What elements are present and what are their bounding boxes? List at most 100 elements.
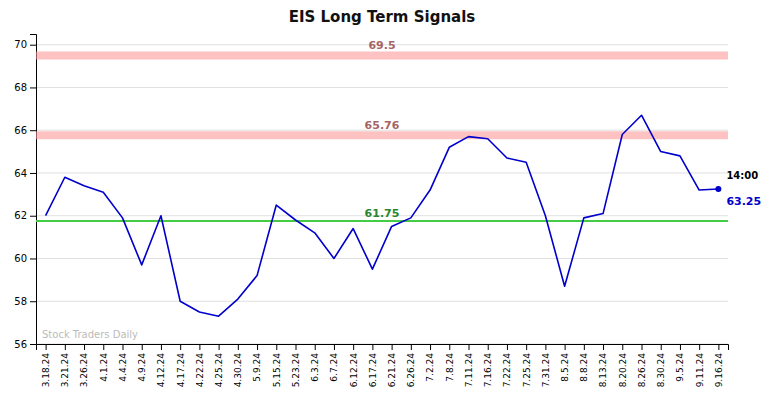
x-tick-mark — [296, 344, 297, 350]
x-tick: 4.22.24 — [195, 344, 205, 387]
y-tick-mark — [30, 344, 36, 345]
x-tick: 9.5.24 — [675, 344, 685, 382]
x-tick-label: 4.30.24 — [233, 353, 243, 388]
x-tick-mark — [199, 344, 200, 350]
chart: 56586062646668703.18.243.21.243.26.244.1… — [0, 0, 784, 398]
x-tick-label: 5.15.24 — [272, 353, 282, 388]
x-tick-label: 7.8.24 — [445, 353, 455, 382]
x-tick: 4.12.24 — [156, 344, 166, 387]
x-tick-label: 6.7.24 — [329, 353, 339, 382]
x-tick: 5.9.24 — [252, 344, 262, 382]
x-tick-mark — [526, 344, 527, 350]
x-tick-label: 9.5.24 — [675, 353, 685, 382]
plot: 56586062646668703.18.243.21.243.26.244.1… — [14, 35, 761, 388]
x-tick-label: 6.17.24 — [368, 353, 378, 388]
y-tick: 66 — [14, 125, 36, 136]
last-time-label: 14:00 — [726, 170, 758, 181]
x-tick: 8.30.24 — [656, 344, 666, 387]
x-tick-mark — [161, 344, 162, 350]
x-tick-mark — [46, 344, 47, 350]
x-tick: 4.17.24 — [176, 344, 186, 387]
x-tick-mark — [392, 344, 393, 350]
reference-line — [36, 220, 728, 222]
x-tick-label: 6.12.24 — [349, 353, 359, 388]
y-tick-mark — [30, 301, 36, 302]
x-tick-label: 4.25.24 — [214, 353, 224, 388]
x-tick-mark — [142, 344, 143, 350]
x-tick: 6.3.24 — [310, 344, 320, 382]
x-tick: 7.31.24 — [541, 344, 551, 387]
x-tick-mark — [315, 344, 316, 350]
y-tick-label: 64 — [14, 168, 27, 179]
reference-label: 69.5 — [368, 39, 395, 52]
x-tick-mark — [488, 344, 489, 350]
x-tick-label: 9.16.24 — [714, 353, 724, 388]
x-tick-label: 4.17.24 — [176, 353, 186, 388]
y-axis-line — [30, 35, 37, 345]
y-tick: 70 — [14, 39, 36, 50]
x-tick-mark — [180, 344, 181, 350]
price-line — [46, 115, 719, 316]
x-tick-label: 7.16.24 — [483, 353, 493, 388]
x-tick-label: 7.22.24 — [502, 353, 512, 388]
x-tick-mark — [603, 344, 604, 350]
x-tick-mark — [276, 344, 277, 350]
grid-line — [36, 301, 728, 302]
x-tick: 3.18.24 — [41, 344, 51, 387]
x-tick: 5.23.24 — [291, 344, 301, 387]
x-tick: 7.8.24 — [445, 344, 455, 382]
x-tick-mark — [622, 344, 623, 350]
y-tick: 62 — [14, 210, 36, 221]
x-tick: 7.16.24 — [483, 344, 493, 387]
x-tick-mark — [238, 344, 239, 350]
x-tick: 7.22.24 — [502, 344, 512, 387]
x-tick: 6.12.24 — [349, 344, 359, 387]
x-tick: 6.17.24 — [368, 344, 378, 387]
x-tick: 4.9.24 — [137, 344, 147, 382]
x-tick-label: 6.26.24 — [406, 353, 416, 388]
x-tick-label: 5.9.24 — [252, 353, 262, 382]
x-tick-label: 3.21.24 — [60, 353, 70, 388]
reference-label: 65.76 — [365, 119, 400, 132]
x-tick-label: 6.3.24 — [310, 353, 320, 382]
x-tick-label: 9.11.24 — [695, 353, 705, 388]
x-tick-mark — [103, 344, 104, 350]
x-tick-label: 6.21.24 — [387, 353, 397, 388]
x-tick-label: 8.30.24 — [656, 353, 666, 388]
x-tick-label: 3.18.24 — [41, 353, 51, 388]
y-tick-mark — [30, 216, 36, 217]
x-tick-mark — [372, 344, 373, 350]
x-tick-label: 4.22.24 — [195, 353, 205, 388]
x-tick-label: 4.9.24 — [137, 353, 147, 382]
x-tick-mark — [84, 344, 85, 350]
x-tick-label: 5.23.24 — [291, 353, 301, 388]
x-tick-mark — [507, 344, 508, 350]
x-tick: 8.8.24 — [579, 344, 589, 382]
y-tick: 58 — [14, 296, 36, 307]
x-tick-label: 8.26.24 — [637, 353, 647, 388]
x-tick-mark — [449, 344, 450, 350]
x-tick-mark — [257, 344, 258, 350]
y-tick-label: 66 — [14, 125, 27, 136]
y-tick-mark — [30, 130, 36, 131]
x-tick: 8.13.24 — [598, 344, 608, 387]
y-tick: 60 — [14, 253, 36, 264]
watermark: Stock Traders Daily — [42, 329, 138, 340]
x-tick-mark — [642, 344, 643, 350]
x-tick-mark — [680, 344, 681, 350]
x-tick-label: 4.4.24 — [118, 353, 128, 382]
x-tick-mark — [411, 344, 412, 350]
x-tick: 9.16.24 — [714, 344, 724, 387]
y-tick: 64 — [14, 168, 36, 179]
x-tick: 7.11.24 — [464, 344, 474, 387]
x-tick-label: 7.25.24 — [522, 353, 532, 388]
y-tick-mark — [30, 173, 36, 174]
marks — [36, 55, 728, 316]
y-tick-mark — [30, 258, 36, 259]
x-tick: 8.5.24 — [560, 344, 570, 382]
x-tick-label: 7.31.24 — [541, 353, 551, 388]
x-tick: 7.25.24 — [522, 344, 532, 387]
y-tick-mark — [30, 87, 36, 88]
x-tick: 4.4.24 — [118, 344, 128, 382]
x-tick-mark — [469, 344, 470, 350]
